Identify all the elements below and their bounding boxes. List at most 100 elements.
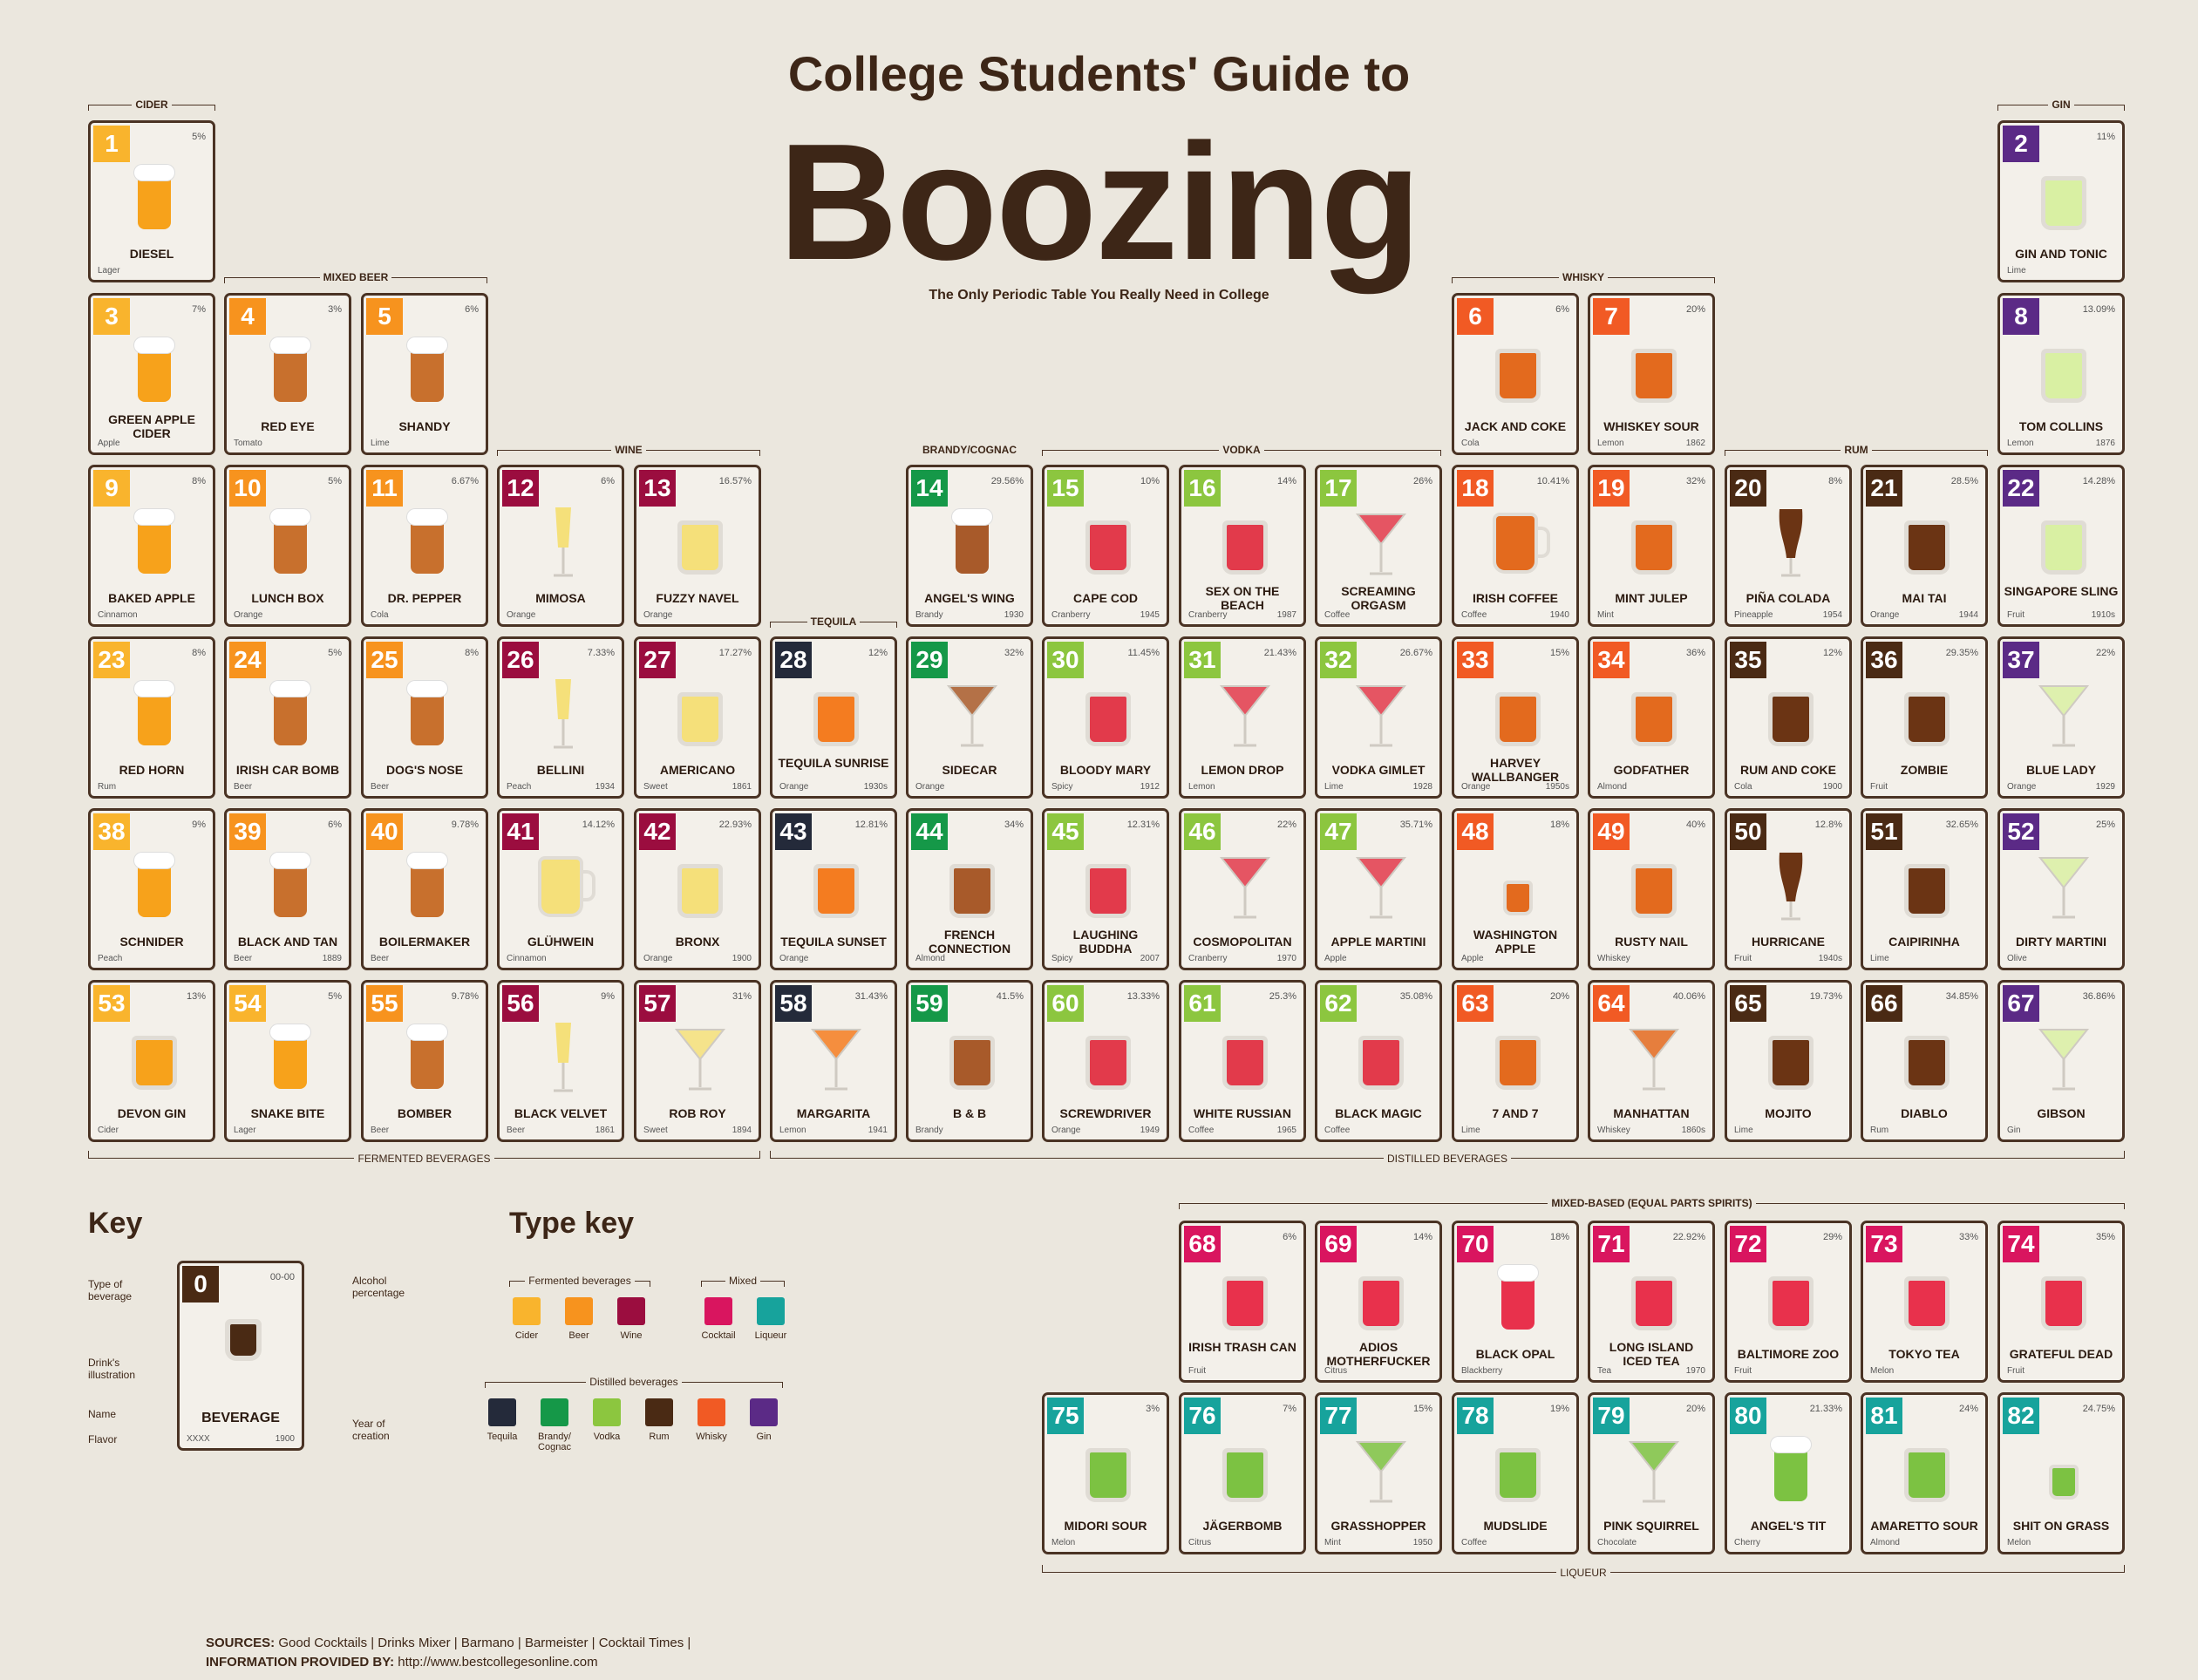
element-alcohol-pct: 22% <box>2095 648 2115 658</box>
element-number: 69 <box>1320 1226 1357 1262</box>
element-number: 79 <box>1593 1398 1630 1434</box>
element-year: 1889 <box>322 954 342 963</box>
element-number: 65 <box>1730 985 1766 1022</box>
element-name: LAUGHING BUDDHA <box>1072 928 1139 956</box>
element-number: 19 <box>1593 470 1630 507</box>
bracket-distilled: DISTILLED BEVERAGES <box>770 1151 2125 1165</box>
key-label-alcohol: Alcohol percentage <box>352 1275 405 1299</box>
element-number: 76 <box>1184 1398 1221 1434</box>
element-flavor: Pineapple <box>1734 610 1773 620</box>
flute-glass-icon <box>554 507 573 577</box>
element-flavor: Lemon <box>779 1126 806 1135</box>
element-name: TEQUILA SUNSET <box>780 935 887 949</box>
group-label-vodka: VODKA <box>1042 444 1441 456</box>
element-alcohol-pct: 8% <box>192 648 206 658</box>
element-alcohol-pct: 9% <box>192 820 206 830</box>
element-name: MIMOSA <box>535 591 586 605</box>
element-number: 27 <box>639 642 676 678</box>
element-flavor: Sweet <box>643 782 668 792</box>
element-number: 68 <box>1184 1226 1221 1262</box>
element-name: DEVON GIN <box>117 1106 187 1120</box>
element-year: 1970 <box>1685 1366 1705 1376</box>
type-swatch-label: Cocktail <box>701 1330 736 1341</box>
key-label-year: Year of creation <box>352 1418 390 1442</box>
element-number: 82 <box>2003 1398 2039 1434</box>
type-swatch <box>593 1398 621 1426</box>
element-alcohol-pct: 16.57% <box>718 476 752 486</box>
element-alcohol-pct: 22% <box>1276 820 1296 830</box>
element-number: 60 <box>1047 985 1084 1022</box>
element-flavor: Olive <box>2007 954 2027 963</box>
element-cell: 16 14% SEX ON THE BEACH Cranberry 1987 <box>1179 465 1306 627</box>
element-number: 7 <box>1593 298 1630 335</box>
tumbler-glass-icon <box>1636 697 1672 742</box>
element-year: 1954 <box>1822 610 1842 620</box>
element-year: 1949 <box>1140 1126 1160 1135</box>
element-cell: 70 18% BLACK OPAL Blackberry <box>1452 1221 1579 1383</box>
element-year: 1861 <box>732 782 752 792</box>
group-label-brandy: BRANDY/COGNAC <box>906 444 1033 456</box>
title-top: College Students' Guide to <box>787 46 1411 101</box>
element-flavor: Apple <box>1324 954 1347 963</box>
element-cell: 63 20% 7 AND 7 Lime <box>1452 980 1579 1142</box>
element-name: BAKED APPLE <box>108 591 195 605</box>
element-cell: 49 40% RUSTY NAIL Whiskey <box>1588 808 1715 970</box>
element-name: TOKYO TEA <box>1888 1347 1960 1361</box>
beer-glass-icon <box>1501 1272 1535 1330</box>
element-alcohol-pct: 3% <box>328 304 342 315</box>
element-cell: 34 36% GODFATHER Almond <box>1588 636 1715 799</box>
element-number: 67 <box>2003 985 2039 1022</box>
element-flavor: Fruit <box>1188 1366 1206 1376</box>
tumbler-glass-icon <box>954 1040 990 1085</box>
element-number: 52 <box>2003 813 2039 850</box>
element-cell: 77 15% GRASSHOPPER Mint 1950 <box>1315 1392 1442 1554</box>
element-cell: 56 9% BLACK VELVET Beer 1861 <box>497 980 624 1142</box>
martini-glass-icon <box>2038 1029 2090 1091</box>
element-flavor: Rum <box>1870 1126 1889 1135</box>
type-swatch-label: Gin <box>756 1432 772 1442</box>
element-cell: 12 6% MIMOSA Orange <box>497 465 624 627</box>
element-alcohol-pct: 14.28% <box>2082 476 2115 486</box>
element-number: 11 <box>366 470 403 507</box>
element-flavor: Rum <box>98 782 117 792</box>
element-number: 51 <box>1866 813 1902 850</box>
type-swatch-label: Tequila <box>487 1432 518 1442</box>
element-alcohol-pct: 13.33% <box>1126 991 1160 1002</box>
element-name: SCHNIDER <box>119 935 184 949</box>
element-number: 33 <box>1457 642 1494 678</box>
element-flavor: Almond <box>1870 1538 1900 1547</box>
element-name: RED EYE <box>261 419 315 433</box>
element-alcohol-pct: 41.5% <box>996 991 1024 1002</box>
element-flavor: Beer <box>234 954 253 963</box>
element-number: 28 <box>775 642 812 678</box>
type-swatch-label: Cider <box>514 1330 539 1341</box>
element-name: IRISH CAR BOMB <box>235 763 340 777</box>
flute-glass-icon <box>554 1023 573 1092</box>
element-year: 1900 <box>732 954 752 963</box>
element-cell: 13 16.57% FUZZY NAVEL Orange <box>634 465 761 627</box>
element-cell: 25 8% DOG'S NOSE Beer <box>361 636 488 799</box>
element-flavor: Lager <box>234 1126 256 1135</box>
element-name: MUDSLIDE <box>1483 1519 1548 1533</box>
element-flavor: Lime <box>1324 782 1344 792</box>
element-year: 1860s <box>1681 1126 1705 1135</box>
element-alcohol-pct: 31.43% <box>854 991 888 1002</box>
element-number: 80 <box>1730 1398 1766 1434</box>
element-number: 22 <box>2003 470 2039 507</box>
element-cell: 33 15% HARVEY WALLBANGER Orange 1950s <box>1452 636 1579 799</box>
element-flavor: Fruit <box>1734 954 1752 963</box>
element-cell: 36 29.35% ZOMBIE Fruit <box>1861 636 1988 799</box>
tumbler-glass-icon <box>1500 697 1536 742</box>
element-number: 59 <box>911 985 948 1022</box>
element-name: JÄGERBOMB <box>1202 1519 1283 1533</box>
type-key-distilled-label: Distilled beverages <box>485 1376 783 1388</box>
element-name: LUNCH BOX <box>251 591 324 605</box>
element-alcohol-pct: 6% <box>465 304 479 315</box>
type-swatch <box>704 1297 732 1325</box>
element-number: 36 <box>1866 642 1902 678</box>
martini-glass-icon <box>1219 857 1271 919</box>
element-number: 63 <box>1457 985 1494 1022</box>
key-sample-year: 1900 <box>275 1434 295 1444</box>
element-flavor: Fruit <box>1870 782 1888 792</box>
element-alcohol-pct: 22.92% <box>1672 1232 1705 1242</box>
